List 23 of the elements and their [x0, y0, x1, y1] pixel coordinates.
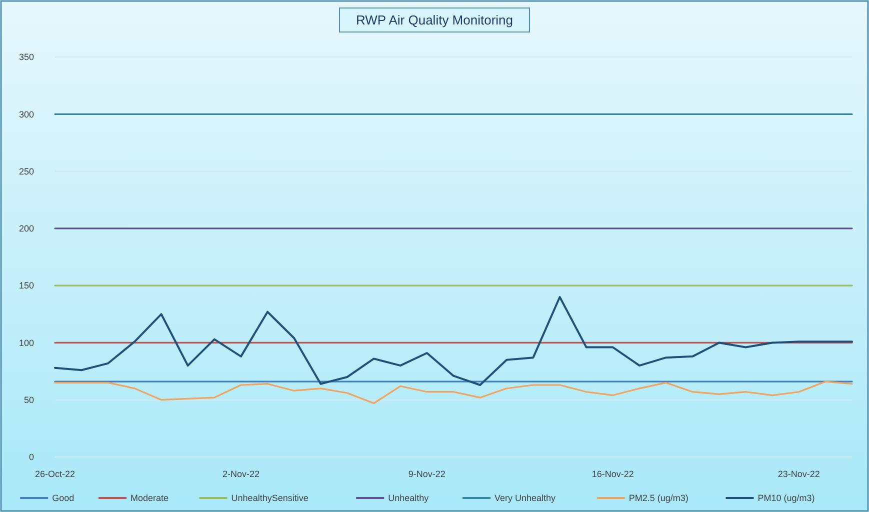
y-tick-label: 0: [28, 452, 34, 462]
y-tick-label: 350: [18, 52, 34, 62]
x-tick-label: 9-Nov-22: [408, 469, 446, 479]
y-tick-label: 250: [18, 166, 34, 176]
legend-label: Very Unhealthy: [494, 493, 556, 504]
legend-label: Moderate: [130, 493, 169, 504]
legend-label: Good: [52, 493, 74, 504]
legend-label: PM2.5 (ug/m3): [628, 493, 688, 504]
x-tick-label: 23-Nov-22: [778, 469, 820, 479]
line-series: [54, 296, 853, 386]
legend-label: Unhealthy: [388, 493, 430, 504]
line-series: [54, 380, 853, 404]
legend-label: UnhealthySensitive: [231, 493, 308, 504]
y-tick-label: 150: [18, 280, 34, 291]
y-tick-label: 50: [24, 395, 34, 406]
legend-label: PM10 (ug/m3): [758, 493, 815, 504]
chart-title: RWP Air Quality Monitoring: [356, 12, 514, 28]
x-tick-label: 2-Nov-22: [222, 469, 260, 479]
x-tick-label: 26-Oct-22: [34, 469, 76, 479]
y-tick-label: 100: [18, 338, 34, 348]
y-tick-label: 300: [18, 109, 34, 120]
x-tick-label: 16-Nov-22: [592, 469, 634, 479]
y-tick-label: 200: [18, 224, 34, 234]
